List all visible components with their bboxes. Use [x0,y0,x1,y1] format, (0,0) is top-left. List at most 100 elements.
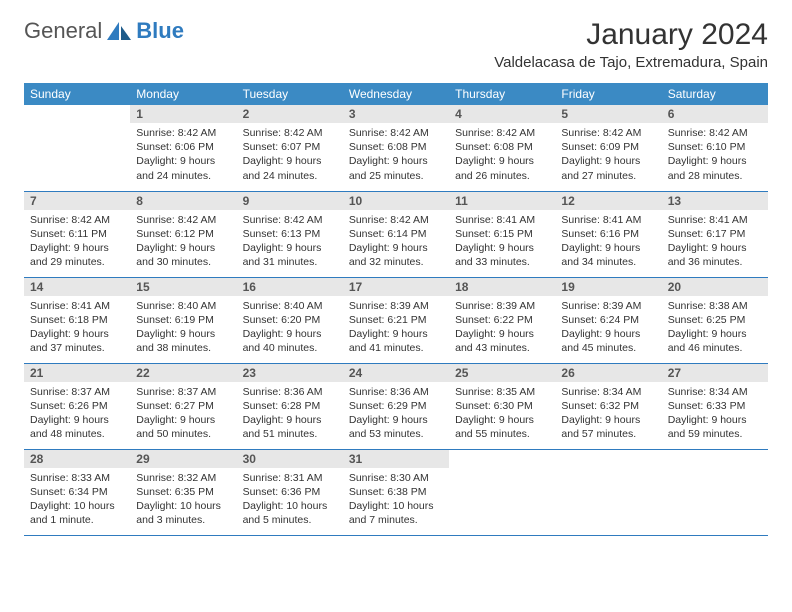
day-number: 27 [662,364,768,382]
day-details: Sunrise: 8:42 AMSunset: 6:11 PMDaylight:… [24,210,130,276]
calendar-table: SundayMondayTuesdayWednesdayThursdayFrid… [24,83,768,536]
daylight-line: Daylight: 9 hours [455,154,549,168]
daylight-line: Daylight: 9 hours [561,154,655,168]
calendar-day-cell: 22Sunrise: 8:37 AMSunset: 6:27 PMDayligh… [130,363,236,449]
day-number: 11 [449,192,555,210]
sunrise-line: Sunrise: 8:37 AM [30,385,124,399]
sunrise-line: Sunrise: 8:42 AM [243,126,337,140]
sunrise-line: Sunrise: 8:33 AM [30,471,124,485]
daylight-line: Daylight: 9 hours [561,327,655,341]
sunset-line: Sunset: 6:25 PM [668,313,762,327]
sunrise-line: Sunrise: 8:30 AM [349,471,443,485]
calendar-day-cell: 6Sunrise: 8:42 AMSunset: 6:10 PMDaylight… [662,105,768,191]
sunset-line: Sunset: 6:09 PM [561,140,655,154]
logo-sail-icon [106,21,132,41]
daylight-line: and 3 minutes. [136,513,230,527]
calendar-day-cell: 5Sunrise: 8:42 AMSunset: 6:09 PMDaylight… [555,105,661,191]
day-number: 18 [449,278,555,296]
day-number: 2 [237,105,343,123]
header: General Blue January 2024 Valdelacasa de… [24,18,768,71]
calendar-day-cell: 15Sunrise: 8:40 AMSunset: 6:19 PMDayligh… [130,277,236,363]
daylight-line: Daylight: 9 hours [136,413,230,427]
sunrise-line: Sunrise: 8:42 AM [455,126,549,140]
calendar-day-cell: 13Sunrise: 8:41 AMSunset: 6:17 PMDayligh… [662,191,768,277]
calendar-week-row: 14Sunrise: 8:41 AMSunset: 6:18 PMDayligh… [24,277,768,363]
sunrise-line: Sunrise: 8:35 AM [455,385,549,399]
daylight-line: Daylight: 10 hours [349,499,443,513]
calendar-body: 1Sunrise: 8:42 AMSunset: 6:06 PMDaylight… [24,105,768,535]
sunrise-line: Sunrise: 8:38 AM [668,299,762,313]
day-number: 12 [555,192,661,210]
daylight-line: Daylight: 9 hours [349,413,443,427]
day-details: Sunrise: 8:42 AMSunset: 6:08 PMDaylight:… [449,123,555,189]
daylight-line: Daylight: 9 hours [561,413,655,427]
day-number: 14 [24,278,130,296]
weekday-header-row: SundayMondayTuesdayWednesdayThursdayFrid… [24,83,768,105]
daylight-line: Daylight: 9 hours [30,241,124,255]
day-number: 13 [662,192,768,210]
sunset-line: Sunset: 6:11 PM [30,227,124,241]
daylight-line: and 34 minutes. [561,255,655,269]
day-number: 5 [555,105,661,123]
day-details: Sunrise: 8:42 AMSunset: 6:06 PMDaylight:… [130,123,236,189]
day-details: Sunrise: 8:36 AMSunset: 6:28 PMDaylight:… [237,382,343,448]
weekday-header: Friday [555,83,661,105]
day-details: Sunrise: 8:40 AMSunset: 6:19 PMDaylight:… [130,296,236,362]
day-number: 31 [343,450,449,468]
calendar-day-cell: 26Sunrise: 8:34 AMSunset: 6:32 PMDayligh… [555,363,661,449]
day-details: Sunrise: 8:42 AMSunset: 6:13 PMDaylight:… [237,210,343,276]
calendar-day-cell [24,105,130,191]
sunset-line: Sunset: 6:08 PM [455,140,549,154]
daylight-line: Daylight: 9 hours [455,241,549,255]
day-details: Sunrise: 8:41 AMSunset: 6:18 PMDaylight:… [24,296,130,362]
daylight-line: and 29 minutes. [30,255,124,269]
calendar-day-cell: 12Sunrise: 8:41 AMSunset: 6:16 PMDayligh… [555,191,661,277]
day-details: Sunrise: 8:40 AMSunset: 6:20 PMDaylight:… [237,296,343,362]
calendar-day-cell: 7Sunrise: 8:42 AMSunset: 6:11 PMDaylight… [24,191,130,277]
day-number: 3 [343,105,449,123]
daylight-line: and 32 minutes. [349,255,443,269]
day-details: Sunrise: 8:33 AMSunset: 6:34 PMDaylight:… [24,468,130,534]
daylight-line: and 53 minutes. [349,427,443,441]
sunrise-line: Sunrise: 8:36 AM [243,385,337,399]
calendar-day-cell: 1Sunrise: 8:42 AMSunset: 6:06 PMDaylight… [130,105,236,191]
sunset-line: Sunset: 6:27 PM [136,399,230,413]
logo: General Blue [24,18,184,44]
daylight-line: Daylight: 9 hours [243,327,337,341]
day-details: Sunrise: 8:32 AMSunset: 6:35 PMDaylight:… [130,468,236,534]
day-details: Sunrise: 8:35 AMSunset: 6:30 PMDaylight:… [449,382,555,448]
day-number: 30 [237,450,343,468]
daylight-line: Daylight: 9 hours [561,241,655,255]
calendar-day-cell: 25Sunrise: 8:35 AMSunset: 6:30 PMDayligh… [449,363,555,449]
daylight-line: and 31 minutes. [243,255,337,269]
calendar-day-cell [662,449,768,535]
calendar-day-cell: 3Sunrise: 8:42 AMSunset: 6:08 PMDaylight… [343,105,449,191]
daylight-line: Daylight: 9 hours [349,154,443,168]
day-details: Sunrise: 8:36 AMSunset: 6:29 PMDaylight:… [343,382,449,448]
sunrise-line: Sunrise: 8:41 AM [30,299,124,313]
daylight-line: Daylight: 9 hours [668,154,762,168]
sunrise-line: Sunrise: 8:42 AM [349,126,443,140]
daylight-line: Daylight: 9 hours [30,413,124,427]
sunrise-line: Sunrise: 8:41 AM [561,213,655,227]
daylight-line: Daylight: 9 hours [349,241,443,255]
calendar-week-row: 1Sunrise: 8:42 AMSunset: 6:06 PMDaylight… [24,105,768,191]
daylight-line: and 33 minutes. [455,255,549,269]
calendar-day-cell: 21Sunrise: 8:37 AMSunset: 6:26 PMDayligh… [24,363,130,449]
title-block: January 2024 Valdelacasa de Tajo, Extrem… [494,18,768,71]
calendar-week-row: 28Sunrise: 8:33 AMSunset: 6:34 PMDayligh… [24,449,768,535]
calendar-day-cell: 28Sunrise: 8:33 AMSunset: 6:34 PMDayligh… [24,449,130,535]
daylight-line: and 1 minute. [30,513,124,527]
day-number: 4 [449,105,555,123]
weekday-header: Saturday [662,83,768,105]
day-details: Sunrise: 8:41 AMSunset: 6:15 PMDaylight:… [449,210,555,276]
sunset-line: Sunset: 6:30 PM [455,399,549,413]
calendar-day-cell: 31Sunrise: 8:30 AMSunset: 6:38 PMDayligh… [343,449,449,535]
sunset-line: Sunset: 6:36 PM [243,485,337,499]
day-number: 22 [130,364,236,382]
sunset-line: Sunset: 6:33 PM [668,399,762,413]
daylight-line: and 27 minutes. [561,169,655,183]
daylight-line: and 30 minutes. [136,255,230,269]
calendar-day-cell: 8Sunrise: 8:42 AMSunset: 6:12 PMDaylight… [130,191,236,277]
daylight-line: Daylight: 9 hours [668,413,762,427]
